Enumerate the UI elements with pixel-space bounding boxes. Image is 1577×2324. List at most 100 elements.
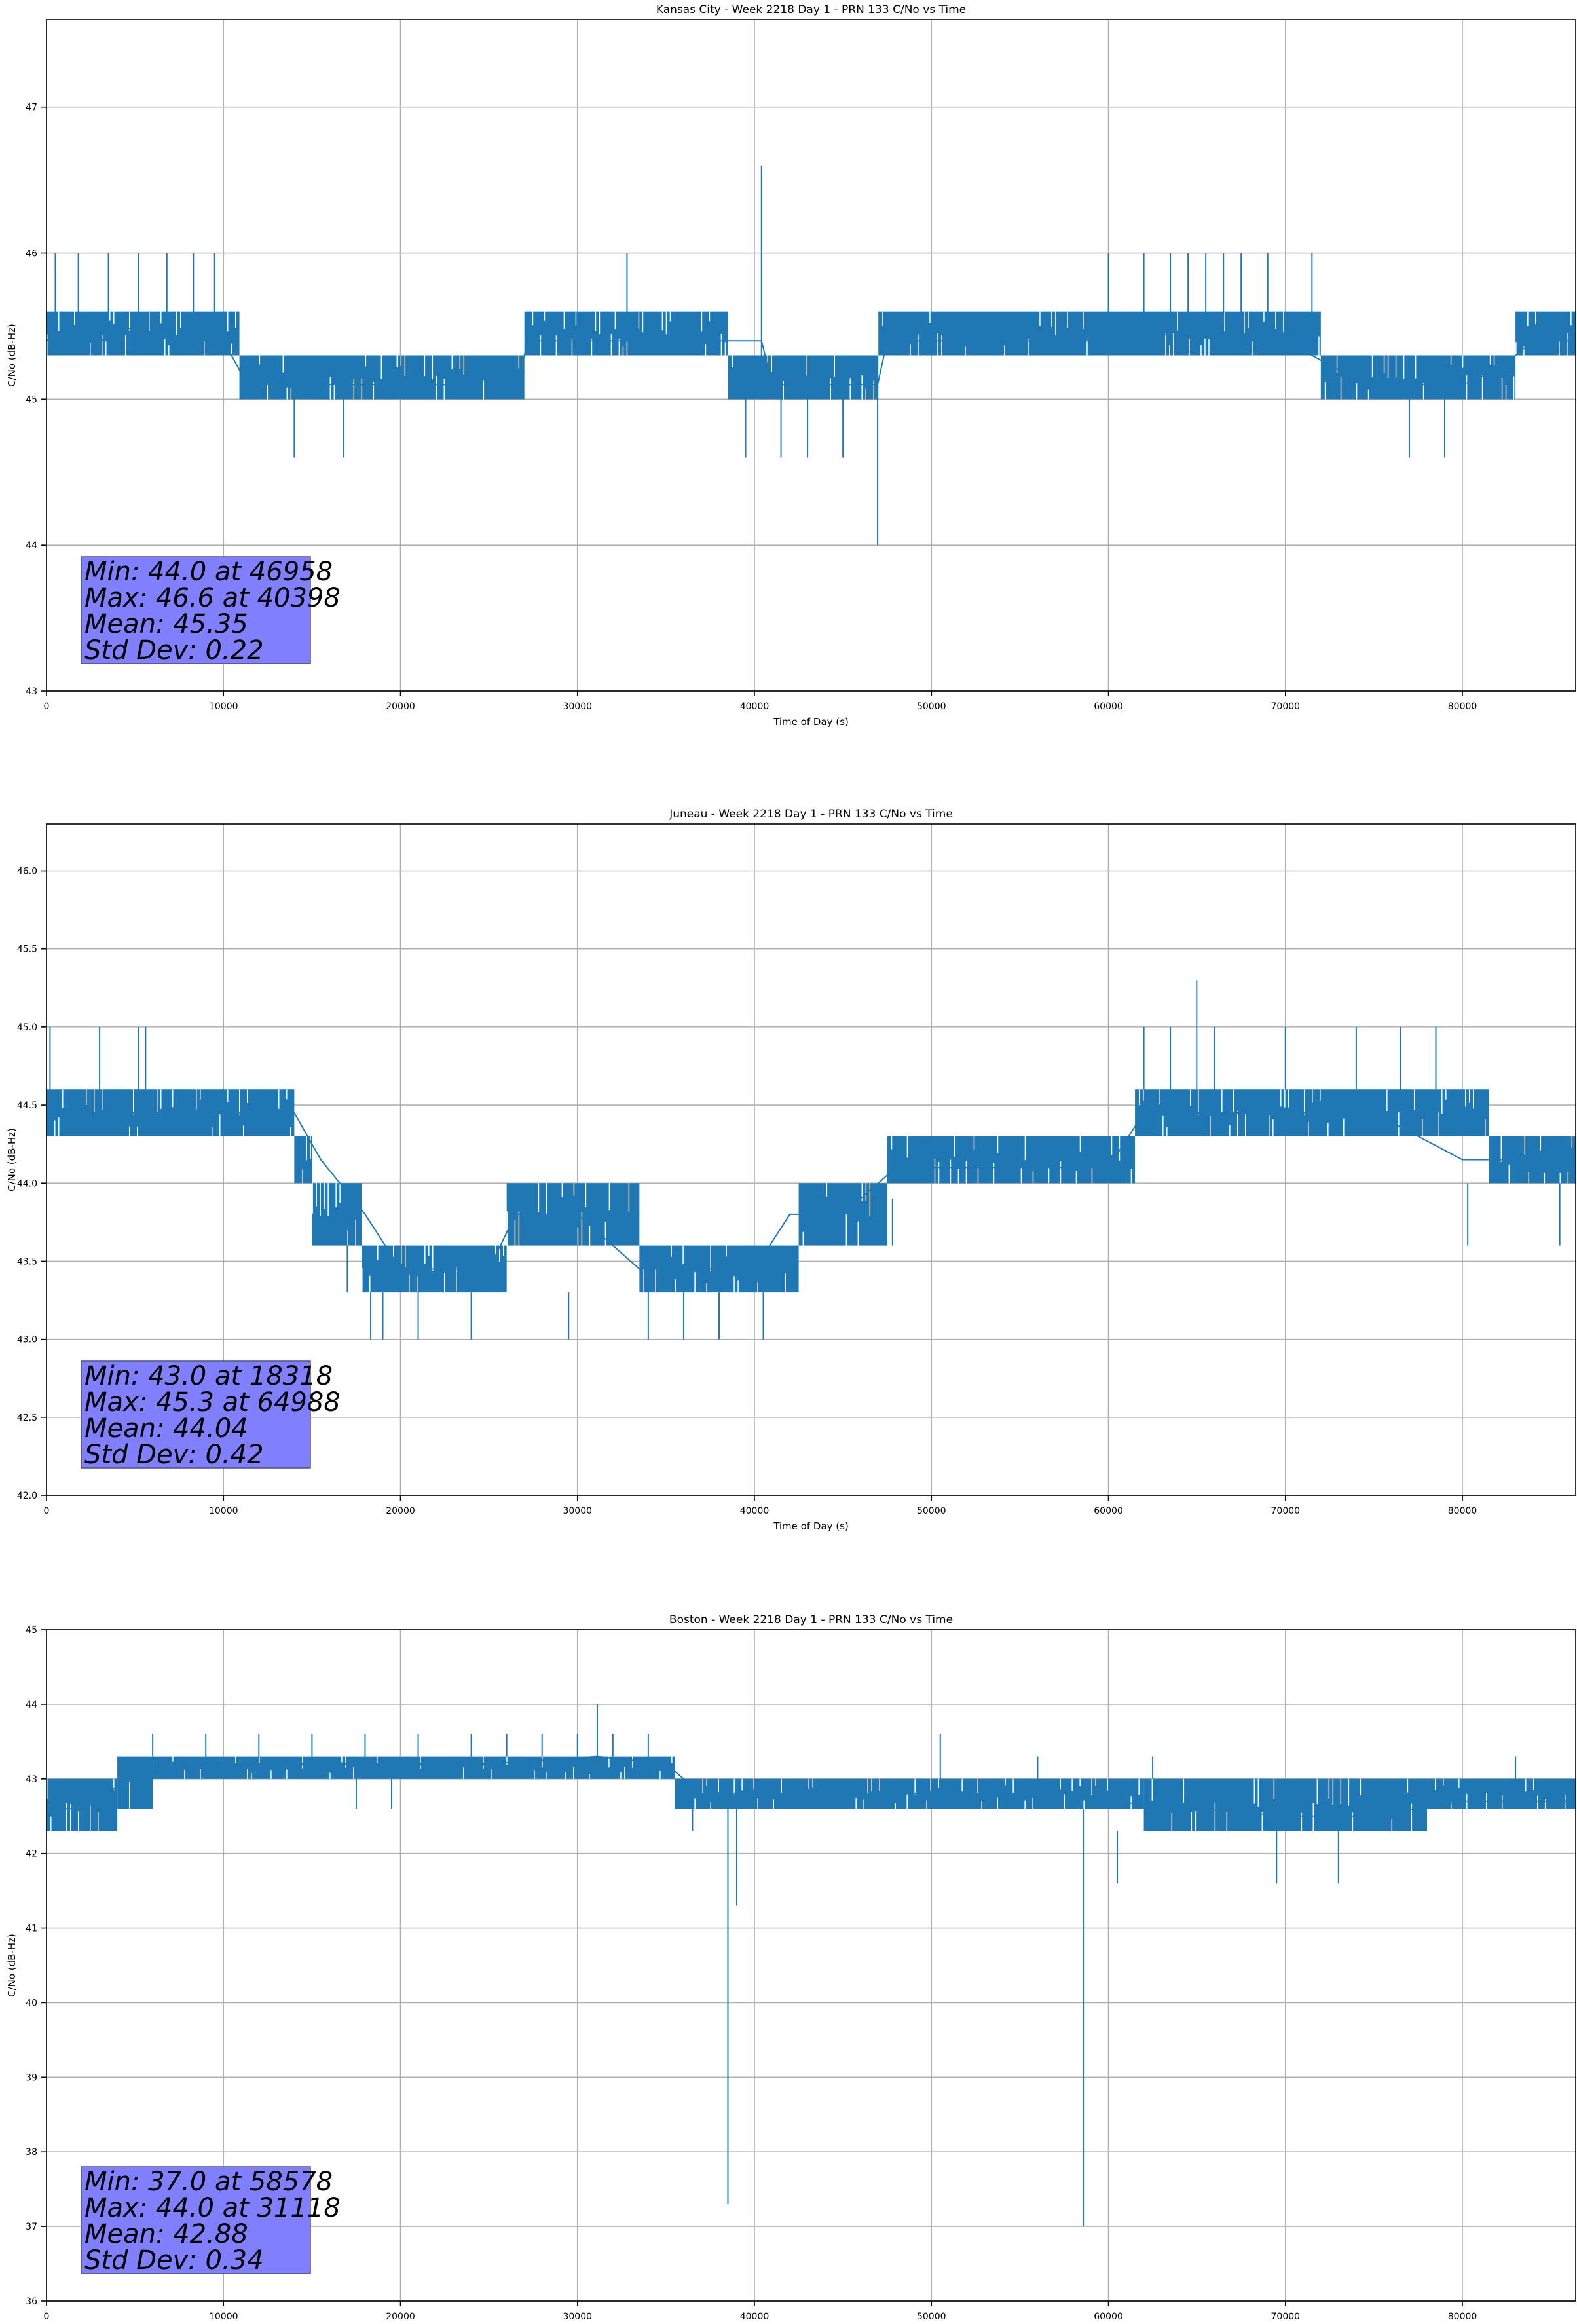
band-gap [160,311,162,324]
band-gap [1198,1089,1199,1115]
band-gap [1173,333,1174,356]
band-gap [302,1756,303,1769]
x-tick-label: 40000 [740,2312,770,2322]
band-gap [74,311,75,326]
band-gap [400,355,402,366]
y-tick-label: 45 [26,1625,37,1636]
stats-line: Mean: 45.35 [84,609,248,639]
band-gap [109,311,111,321]
band-gap [534,1770,535,1779]
band-gap [102,335,103,356]
band-gap [1119,1136,1121,1161]
band-gap [1261,1812,1263,1831]
band-gap [1269,1115,1270,1136]
band-gap [1473,1089,1474,1109]
band-gap [282,355,284,373]
signal-band [153,1756,675,1779]
band-gap [1308,1121,1309,1136]
y-tick-label: 45.0 [17,1022,37,1033]
band-gap [802,1231,804,1246]
band-gap [1091,1778,1092,1795]
stats-line: Mean: 44.04 [84,1414,248,1444]
band-gap [591,339,593,356]
band-gap [867,1778,868,1794]
band-gap [1226,1812,1228,1831]
band-gap [1450,1802,1452,1809]
x-tick-label: 80000 [1448,702,1477,712]
y-axis-label: C/No (dB-Hz) [6,324,18,387]
band-gap [977,1778,978,1794]
band-gap [306,1136,307,1161]
band-gap [1288,1089,1289,1108]
stats-box [81,1360,311,1469]
band-gap [826,1183,828,1197]
signal-band [312,1183,362,1246]
band-gap [973,1136,975,1150]
stats-line: Std Dev: 0.34 [84,2245,264,2276]
band-gap [1524,1136,1526,1155]
band-gap [1221,1089,1223,1112]
stats-line: Max: 45.3 at 64988 [84,1387,341,1417]
band-gap [1166,1127,1168,1136]
band-gap [491,1769,492,1779]
band-gap [997,1797,998,1809]
signal-band [46,311,240,356]
band-gap [1190,1089,1191,1106]
band-gap [1567,333,1568,356]
band-gap [1352,1812,1354,1831]
y-tick-label: 44 [26,540,37,551]
band-gap [861,1183,863,1201]
band-gap [1501,378,1503,400]
band-gap [610,334,612,356]
band-gap [965,1161,967,1184]
band-gap [781,1778,782,1793]
band-gap [1095,1778,1096,1786]
band-gap [1559,1172,1561,1184]
band-gap [1493,355,1495,365]
band-gap [377,1756,378,1764]
band-gap [495,1245,496,1256]
band-gap [1438,1112,1439,1136]
band-gap [1535,311,1536,325]
band-gap [267,384,269,400]
band-gap [320,1183,321,1216]
y-tick-label: 38 [26,2147,37,2158]
band-gap [247,1089,248,1103]
y-tick-label: 43 [26,1774,37,1785]
axes-frame [46,823,1576,1496]
band-gap [58,1117,60,1136]
band-gap [938,1162,940,1184]
band-gap [857,1221,859,1246]
band-gap [1441,1089,1443,1114]
band-gap [1284,1089,1286,1108]
band-gap [1422,383,1424,400]
series-line [46,325,1576,386]
band-gap [327,1183,329,1216]
band-gap [1387,355,1389,378]
series-line [46,1112,1576,1270]
band-gap [701,311,703,332]
band-gap [561,1183,563,1197]
x-axis-label: Time of Day (s) [773,716,849,728]
band-gap [1407,1778,1409,1793]
band-gap [930,1778,931,1791]
band-gap [235,311,236,328]
band-gap [1523,346,1525,356]
band-gap [589,1774,590,1779]
x-tick-label: 40000 [740,702,770,712]
band-gap [1189,338,1190,356]
band-gap [436,375,437,400]
band-gap [200,1089,201,1100]
band-gap [1079,1136,1081,1152]
band-gap [133,1089,134,1115]
x-tick-label: 50000 [917,2312,946,2322]
band-gap [1324,382,1326,400]
band-gap [286,1769,288,1779]
y-tick-label: 37 [26,2222,37,2232]
band-gap [682,1245,684,1264]
band-gap [1340,377,1342,400]
band-gap [417,1276,418,1293]
band-gap [380,355,382,379]
band-gap [555,335,557,356]
band-gap [830,378,831,400]
